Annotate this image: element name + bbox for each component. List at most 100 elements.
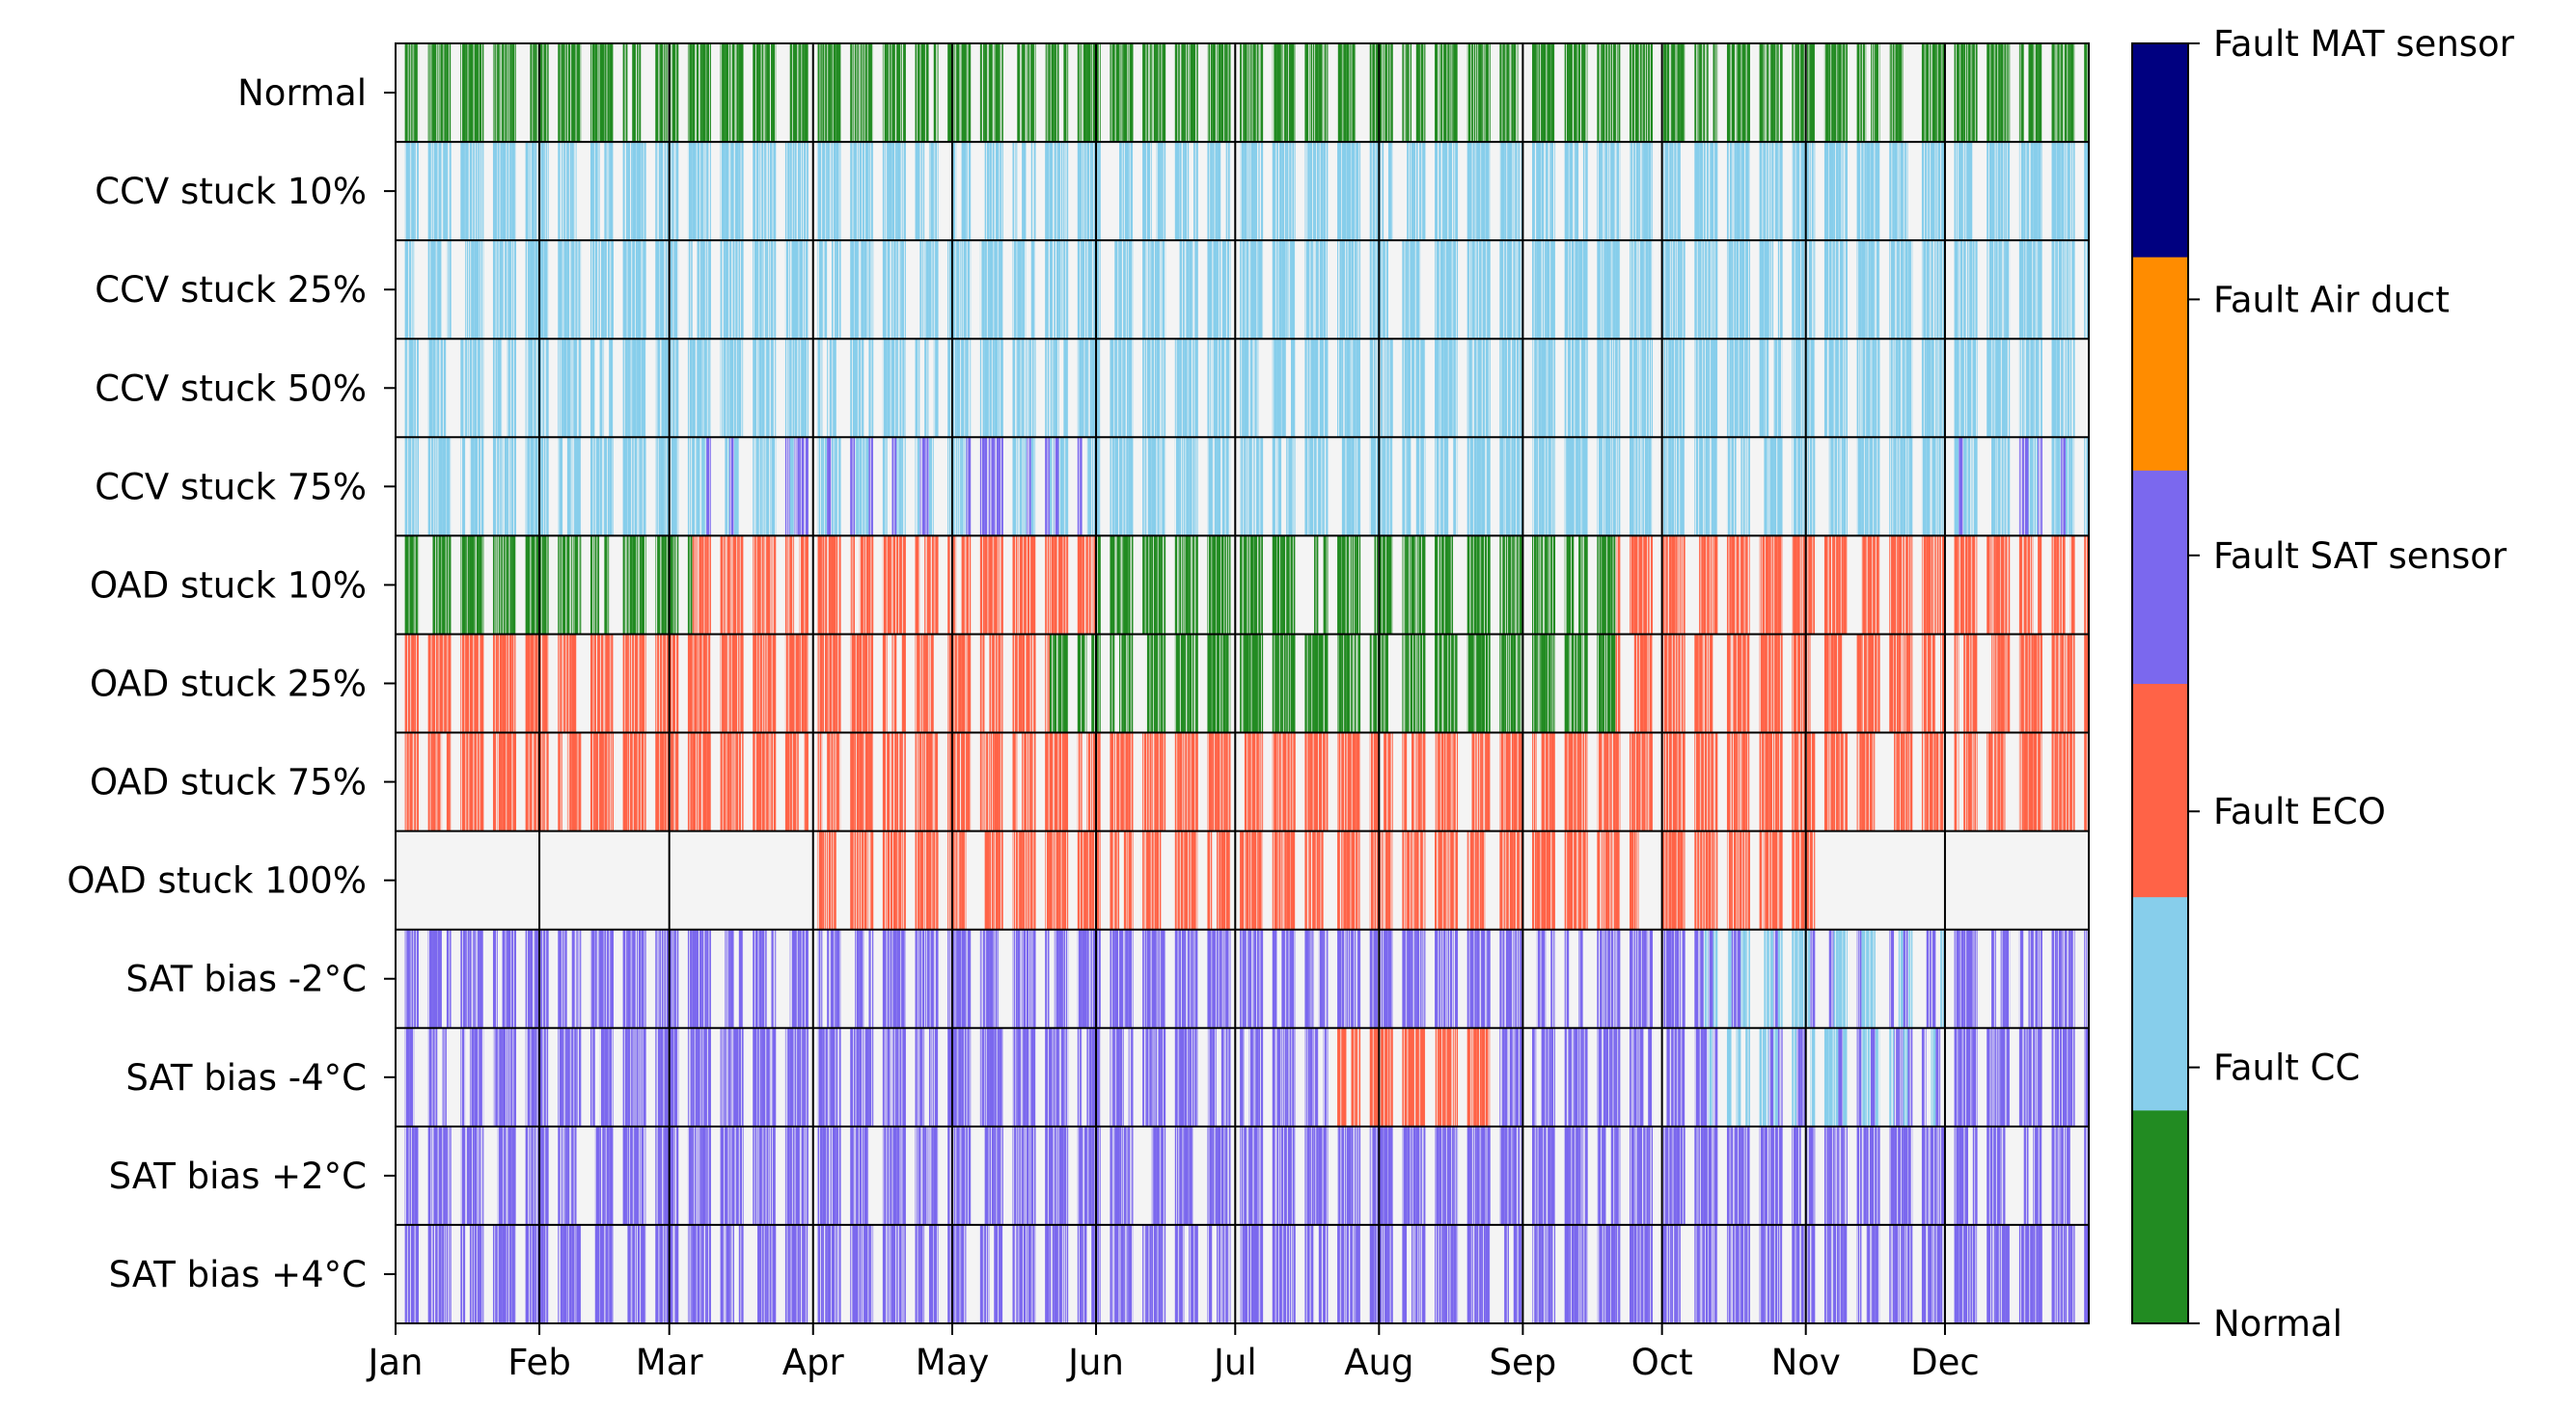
heatmap-cell bbox=[868, 732, 874, 831]
heatmap-cell bbox=[1898, 634, 1904, 733]
heatmap-cell bbox=[2069, 43, 2075, 143]
heatmap-cell bbox=[1453, 43, 1459, 143]
idle-hour-streak bbox=[1099, 437, 1101, 536]
idle-hour-streak bbox=[1598, 634, 1599, 733]
idle-hour-streak bbox=[1766, 142, 1768, 241]
heatmap-cell bbox=[1550, 634, 1556, 733]
idle-hour-streak bbox=[959, 732, 961, 831]
heatmap-cell bbox=[432, 437, 438, 536]
idle-hour-streak bbox=[947, 634, 949, 733]
heatmap-cell bbox=[1699, 634, 1704, 733]
idle-hour-streak bbox=[1207, 43, 1209, 143]
heatmap-cell bbox=[859, 634, 864, 733]
idle-hour-streak bbox=[1488, 634, 1490, 733]
idle-hour-streak bbox=[1702, 339, 1704, 438]
idle-hour-streak bbox=[568, 142, 570, 241]
idle-hour-streak bbox=[2073, 43, 2075, 143]
idle-hour-streak bbox=[1216, 43, 1218, 143]
idle-hour-streak bbox=[430, 43, 432, 143]
heatmap-cell bbox=[2033, 339, 2039, 438]
idle-hour-streak bbox=[1262, 535, 1264, 635]
heatmap-cell bbox=[827, 535, 832, 635]
idle-hour-streak bbox=[600, 240, 602, 340]
idle-hour-streak bbox=[1812, 240, 1814, 340]
idle-hour-streak bbox=[1889, 240, 1891, 340]
idle-hour-streak bbox=[1357, 240, 1358, 340]
idle-hour-streak bbox=[1144, 830, 1146, 930]
idle-hour-streak bbox=[1907, 535, 1909, 635]
idle-hour-streak bbox=[981, 634, 983, 733]
heatmap-cell bbox=[609, 732, 614, 831]
idle-hour-streak bbox=[1032, 142, 1033, 241]
idle-hour-streak bbox=[663, 43, 665, 143]
idle-hour-streak bbox=[1442, 437, 1444, 536]
idle-hour-streak bbox=[2060, 437, 2062, 536]
idle-hour-streak bbox=[921, 240, 923, 340]
idle-hour-streak bbox=[1799, 535, 1801, 635]
heatmap-cell bbox=[1485, 339, 1491, 438]
idle-hour-streak bbox=[1053, 437, 1054, 536]
idle-hour-streak bbox=[758, 634, 760, 733]
heatmap-cell bbox=[1605, 437, 1611, 536]
idle-hour-streak bbox=[926, 339, 928, 438]
idle-hour-streak bbox=[1965, 339, 1967, 438]
heatmap-cell bbox=[850, 732, 856, 831]
idle-hour-streak bbox=[1180, 43, 1182, 143]
heatmap-cell bbox=[1063, 830, 1069, 930]
idle-hour-streak bbox=[837, 634, 839, 733]
heatmap-cell bbox=[919, 142, 925, 241]
heatmap-cell bbox=[1212, 535, 1218, 635]
idle-hour-streak bbox=[855, 437, 857, 536]
heatmap-cell bbox=[784, 142, 790, 241]
idle-hour-streak bbox=[770, 437, 772, 536]
heatmap-cell bbox=[1476, 732, 1482, 831]
heatmap-cell bbox=[1694, 634, 1700, 733]
heatmap-cell bbox=[1777, 240, 1783, 340]
idle-hour-streak bbox=[1510, 339, 1512, 438]
heatmap-cell bbox=[622, 732, 628, 831]
idle-hour-streak bbox=[1287, 634, 1289, 733]
heatmap-cell bbox=[1466, 142, 1472, 241]
idle-hour-streak bbox=[565, 142, 567, 241]
idle-hour-streak bbox=[1026, 43, 1028, 143]
idle-hour-streak bbox=[1384, 43, 1385, 143]
idle-hour-streak bbox=[800, 339, 802, 438]
heatmap-cell bbox=[1629, 437, 1634, 536]
heatmap-cell bbox=[1676, 142, 1681, 241]
heatmap-cell bbox=[1796, 240, 1801, 340]
idle-hour-streak bbox=[1376, 535, 1377, 635]
idle-hour-streak bbox=[1274, 240, 1276, 340]
heatmap-cell bbox=[687, 240, 693, 340]
idle-hour-streak bbox=[2065, 535, 2067, 635]
idle-hour-streak bbox=[1024, 339, 1026, 438]
heatmap-cell bbox=[609, 339, 614, 438]
heatmap-cell bbox=[1569, 142, 1575, 241]
idle-hour-streak bbox=[1554, 43, 1556, 143]
idle-hour-streak bbox=[805, 240, 807, 340]
idle-hour-streak bbox=[2042, 240, 2043, 340]
idle-hour-streak bbox=[1081, 634, 1082, 733]
idle-hour-streak bbox=[629, 732, 631, 831]
idle-hour-streak bbox=[916, 437, 918, 536]
idle-hour-streak bbox=[2019, 437, 2021, 536]
heatmap-cell bbox=[1443, 240, 1449, 340]
idle-hour-streak bbox=[1128, 240, 1129, 340]
heatmap-cell bbox=[627, 535, 633, 635]
heatmap-cell bbox=[1439, 732, 1444, 831]
idle-hour-streak bbox=[862, 437, 863, 536]
idle-hour-streak bbox=[1976, 535, 1978, 635]
heatmap-cell bbox=[562, 535, 567, 635]
idle-hour-streak bbox=[1814, 535, 1816, 635]
idle-hour-streak bbox=[1274, 437, 1276, 536]
idle-hour-streak bbox=[1295, 535, 1297, 635]
idle-hour-streak bbox=[1634, 437, 1636, 536]
idle-hour-streak bbox=[1224, 339, 1226, 438]
heatmap-cell bbox=[664, 142, 670, 241]
heatmap-cell bbox=[1703, 240, 1709, 340]
idle-hour-streak bbox=[833, 830, 835, 930]
idle-hour-streak bbox=[1796, 437, 1798, 536]
idle-hour-streak bbox=[570, 339, 572, 438]
heatmap-cell bbox=[589, 240, 595, 340]
idle-hour-streak bbox=[785, 240, 786, 340]
idle-hour-streak bbox=[1748, 240, 1749, 340]
